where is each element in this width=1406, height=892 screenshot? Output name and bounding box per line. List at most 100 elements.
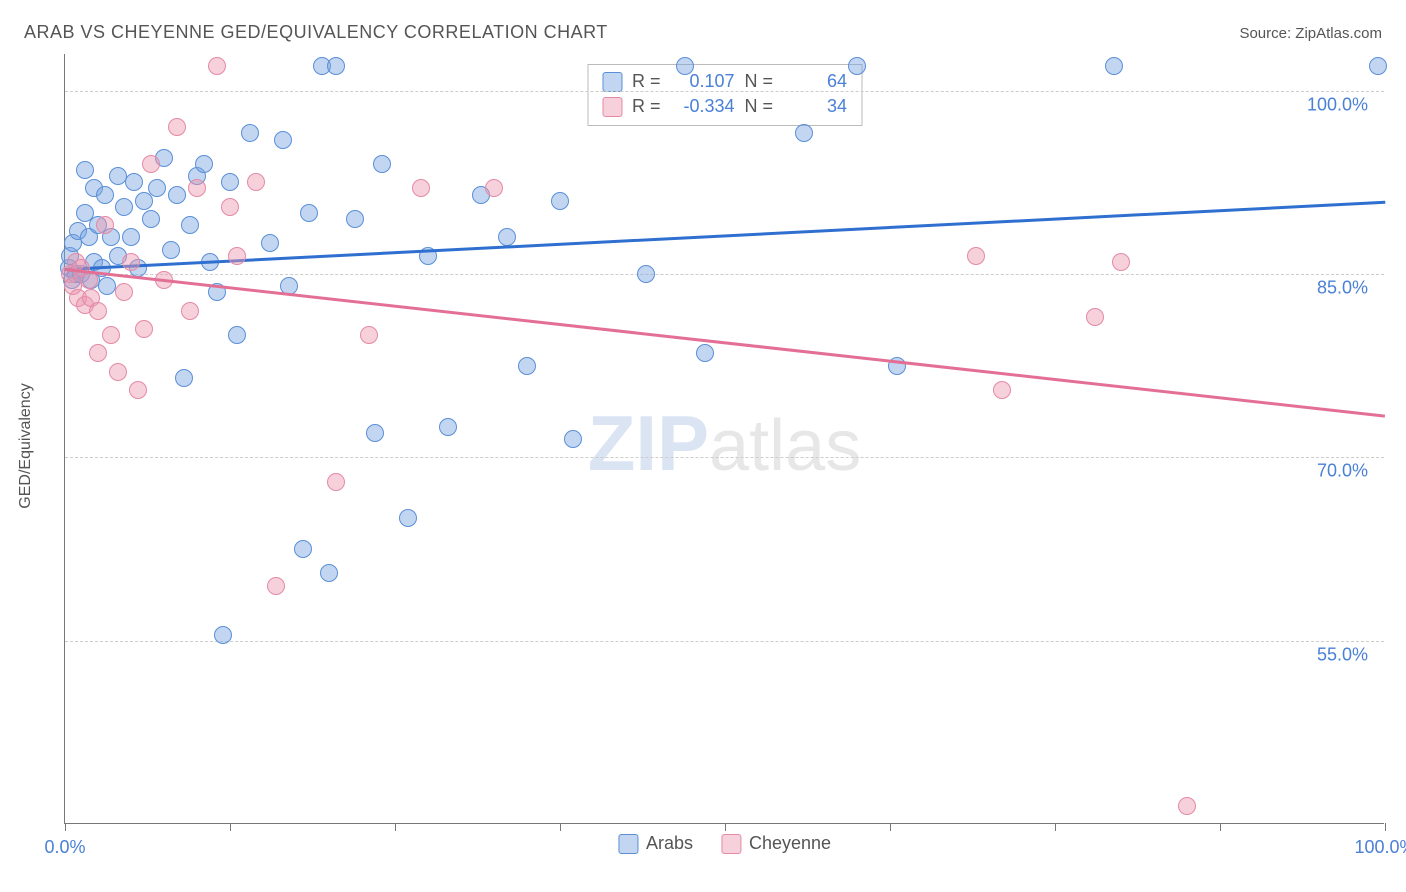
data-point [412, 179, 430, 197]
data-point [848, 57, 866, 75]
data-point [89, 302, 107, 320]
data-point [993, 381, 1011, 399]
data-point [102, 326, 120, 344]
data-point [300, 204, 318, 222]
data-point [175, 369, 193, 387]
data-point [142, 155, 160, 173]
data-point [1112, 253, 1130, 271]
data-point [168, 118, 186, 136]
swatch-arabs [602, 72, 622, 92]
data-point [1105, 57, 1123, 75]
legend-label: Arabs [646, 833, 693, 854]
data-point [360, 326, 378, 344]
data-point [320, 564, 338, 582]
label-r: R = [632, 71, 661, 92]
x-tick [890, 823, 891, 831]
swatch-cheyenne [721, 834, 741, 854]
label-r: R = [632, 96, 661, 117]
label-n: N = [745, 96, 774, 117]
stats-row-cheyenne: R = -0.334 N = 34 [602, 94, 847, 119]
data-point [327, 57, 345, 75]
y-tick-label: 70.0% [1313, 461, 1372, 482]
data-point [439, 418, 457, 436]
y-tick-label: 55.0% [1313, 644, 1372, 665]
data-point [122, 253, 140, 271]
x-tick [560, 823, 561, 831]
data-point [366, 424, 384, 442]
scatter-plot: ZIPatlas R = 0.107 N = 64 R = -0.334 N =… [64, 54, 1384, 824]
data-point [267, 577, 285, 595]
series-legend: Arabs Cheyenne [618, 833, 831, 854]
data-point [195, 155, 213, 173]
y-tick-label: 100.0% [1303, 94, 1372, 115]
data-point [274, 131, 292, 149]
value-r-arabs: 0.107 [671, 71, 735, 92]
data-point [228, 247, 246, 265]
data-point [96, 186, 114, 204]
value-n-cheyenne: 34 [783, 96, 847, 117]
data-point [637, 265, 655, 283]
data-point [122, 228, 140, 246]
value-n-arabs: 64 [783, 71, 847, 92]
watermark: ZIPatlas [588, 398, 861, 489]
data-point [795, 124, 813, 142]
y-tick-label: 85.0% [1313, 278, 1372, 299]
label-n: N = [745, 71, 774, 92]
x-tick [1220, 823, 1221, 831]
data-point [221, 198, 239, 216]
data-point [696, 344, 714, 362]
data-point [373, 155, 391, 173]
data-point [676, 57, 694, 75]
data-point [214, 626, 232, 644]
data-point [518, 357, 536, 375]
value-r-cheyenne: -0.334 [671, 96, 735, 117]
legend-item-cheyenne: Cheyenne [721, 833, 831, 854]
data-point [551, 192, 569, 210]
data-point [96, 216, 114, 234]
x-tick-label: 100.0% [1354, 837, 1406, 858]
data-point [129, 381, 147, 399]
data-point [294, 540, 312, 558]
x-tick [1055, 823, 1056, 831]
data-point [221, 173, 239, 191]
stats-legend: R = 0.107 N = 64 R = -0.334 N = 34 [587, 64, 862, 126]
data-point [346, 210, 364, 228]
trend-line [65, 268, 1385, 418]
data-point [188, 179, 206, 197]
gridline [65, 641, 1384, 642]
x-tick [230, 823, 231, 831]
data-point [109, 363, 127, 381]
data-point [967, 247, 985, 265]
swatch-arabs [618, 834, 638, 854]
data-point [261, 234, 279, 252]
swatch-cheyenne [602, 97, 622, 117]
data-point [181, 302, 199, 320]
legend-item-arabs: Arabs [618, 833, 693, 854]
data-point [115, 283, 133, 301]
data-point [142, 210, 160, 228]
data-point [148, 179, 166, 197]
data-point [241, 124, 259, 142]
data-point [564, 430, 582, 448]
data-point [228, 326, 246, 344]
x-tick [65, 823, 66, 831]
x-tick-label: 0.0% [44, 837, 85, 858]
data-point [135, 320, 153, 338]
x-tick [395, 823, 396, 831]
gridline [65, 91, 1384, 92]
data-point [125, 173, 143, 191]
data-point [1086, 308, 1104, 326]
data-point [208, 57, 226, 75]
data-point [1369, 57, 1387, 75]
legend-label: Cheyenne [749, 833, 831, 854]
source-label: Source: ZipAtlas.com [1239, 25, 1382, 42]
data-point [181, 216, 199, 234]
x-tick [1385, 823, 1386, 831]
data-point [115, 198, 133, 216]
data-point [399, 509, 417, 527]
y-axis-label: GED/Equivalency [17, 383, 35, 508]
x-tick [725, 823, 726, 831]
data-point [98, 277, 116, 295]
data-point [327, 473, 345, 491]
chart-title: ARAB VS CHEYENNE GED/EQUIVALENCY CORRELA… [24, 22, 608, 43]
